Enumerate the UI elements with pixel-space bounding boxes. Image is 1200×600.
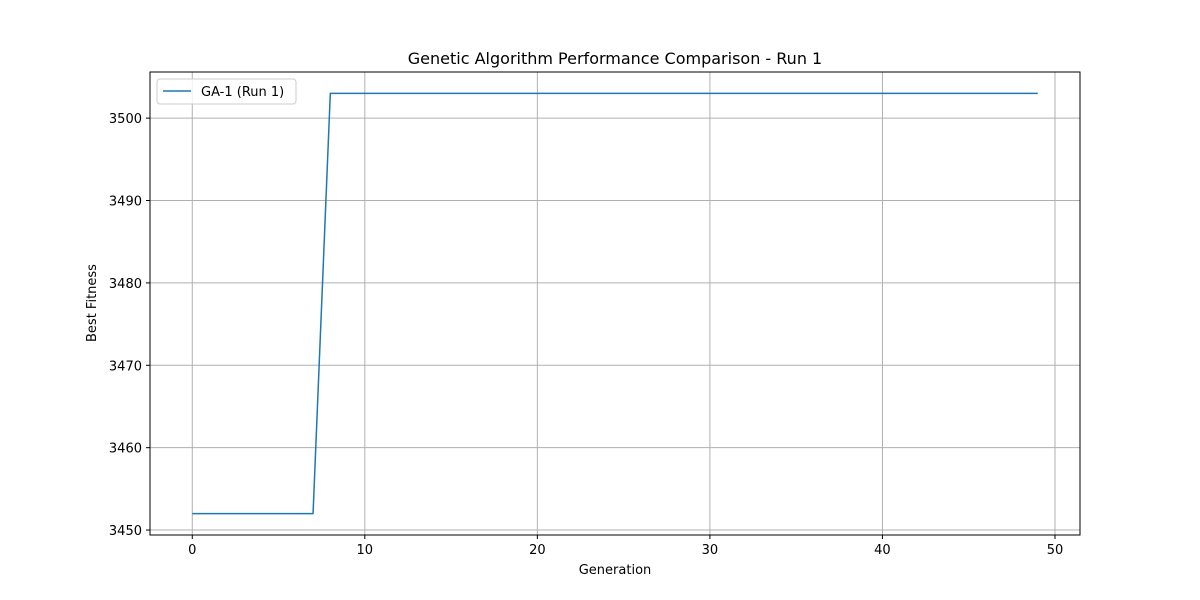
- y-tick-label: 3490: [109, 195, 142, 210]
- y-axis-label: Best Fitness: [85, 264, 100, 342]
- y-tick-label: 3460: [109, 442, 142, 457]
- series-layer: [192, 92, 1038, 515]
- x-tick-label: 20: [529, 543, 546, 558]
- legend: GA-1 (Run 1): [156, 78, 297, 105]
- x-tick-label: 10: [357, 543, 374, 558]
- axis-ticks: 0 10 20 30 40 50 3450 3460 3470 3480 3490 3500: [109, 112, 1063, 558]
- plot-frame: [149, 71, 1081, 536]
- legend-box: [156, 78, 297, 105]
- x-tick-label: 50: [1047, 543, 1064, 558]
- y-tick-label: 3480: [109, 277, 142, 292]
- series-line-1: [192, 92, 1038, 515]
- x-tick-label: 40: [874, 543, 891, 558]
- x-tick-label: 0: [188, 543, 196, 558]
- y-tick-label: 3450: [109, 524, 142, 539]
- grid-lines: [150, 72, 1080, 535]
- legend-entry-label: GA-1 (Run 1): [201, 85, 284, 100]
- chart-title: Genetic Algorithm Performance Comparison…: [408, 49, 822, 68]
- x-tick-label: 30: [702, 543, 719, 558]
- x-axis-label: Generation: [579, 563, 652, 578]
- y-tick-label: 3500: [109, 112, 142, 127]
- y-tick-label: 3470: [109, 359, 142, 374]
